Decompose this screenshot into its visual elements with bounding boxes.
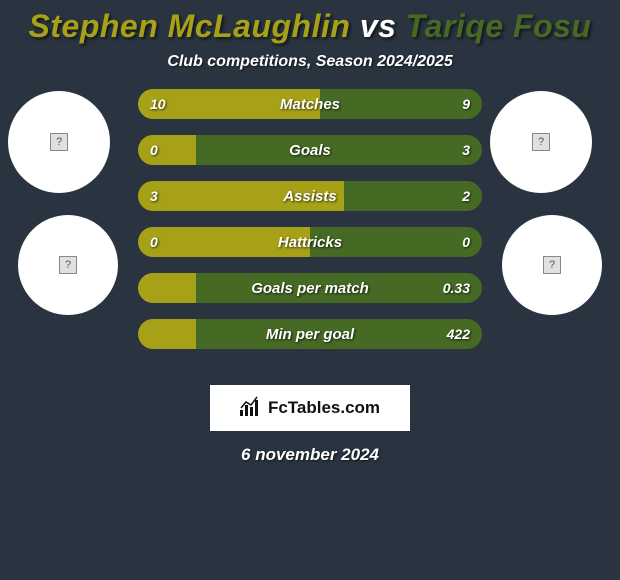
stat-row: Goals03 (138, 135, 482, 165)
stats-area: ? ? ? ? Matches109Goals03Assists32Hattri… (0, 89, 620, 379)
image-placeholder-icon: ? (59, 256, 77, 274)
stat-value-right: 422 (447, 319, 470, 349)
stat-left-fill (138, 319, 196, 349)
stat-right-fill (310, 227, 482, 257)
stat-row: Goals per match0.33 (138, 273, 482, 303)
stat-left-fill (138, 181, 344, 211)
stat-value-left: 0 (150, 135, 158, 165)
branding-logo-icon (240, 396, 262, 421)
stat-bars: Matches109Goals03Assists32Hattricks00Goa… (138, 89, 482, 365)
image-placeholder-icon: ? (543, 256, 561, 274)
branding-badge: FcTables.com (210, 385, 410, 431)
stat-left-fill (138, 135, 196, 165)
comparison-card: Stephen McLaughlin vs Tariqe Fosu Club c… (0, 0, 620, 465)
stat-left-fill (138, 227, 310, 257)
stat-value-left: 3 (150, 181, 158, 211)
stat-right-fill (196, 135, 482, 165)
player1-avatar: ? (8, 91, 110, 193)
date-label: 6 november 2024 (0, 445, 620, 465)
subtitle: Club competitions, Season 2024/2025 (0, 53, 620, 71)
vs-text: vs (360, 8, 397, 44)
player2-name: Tariqe Fosu (406, 8, 592, 44)
stat-value-right: 0.33 (443, 273, 470, 303)
image-placeholder-icon: ? (532, 133, 550, 151)
stat-row: Min per goal422 (138, 319, 482, 349)
stat-right-fill (320, 89, 482, 119)
stat-row: Matches109 (138, 89, 482, 119)
page-title: Stephen McLaughlin vs Tariqe Fosu (0, 8, 620, 45)
stat-value-left: 10 (150, 89, 166, 119)
image-placeholder-icon: ? (50, 133, 68, 151)
player2-avatar: ? (490, 91, 592, 193)
player1-name: Stephen McLaughlin (29, 8, 351, 44)
stat-left-fill (138, 273, 196, 303)
stat-value-right: 9 (462, 89, 470, 119)
stat-right-fill (196, 273, 482, 303)
stat-value-right: 2 (462, 181, 470, 211)
branding-text: FcTables.com (268, 398, 380, 418)
stat-value-right: 0 (462, 227, 470, 257)
stat-value-right: 3 (462, 135, 470, 165)
club1-avatar: ? (18, 215, 118, 315)
stat-right-fill (196, 319, 482, 349)
club2-avatar: ? (502, 215, 602, 315)
stat-row: Hattricks00 (138, 227, 482, 257)
stat-value-left: 0 (150, 227, 158, 257)
stat-row: Assists32 (138, 181, 482, 211)
